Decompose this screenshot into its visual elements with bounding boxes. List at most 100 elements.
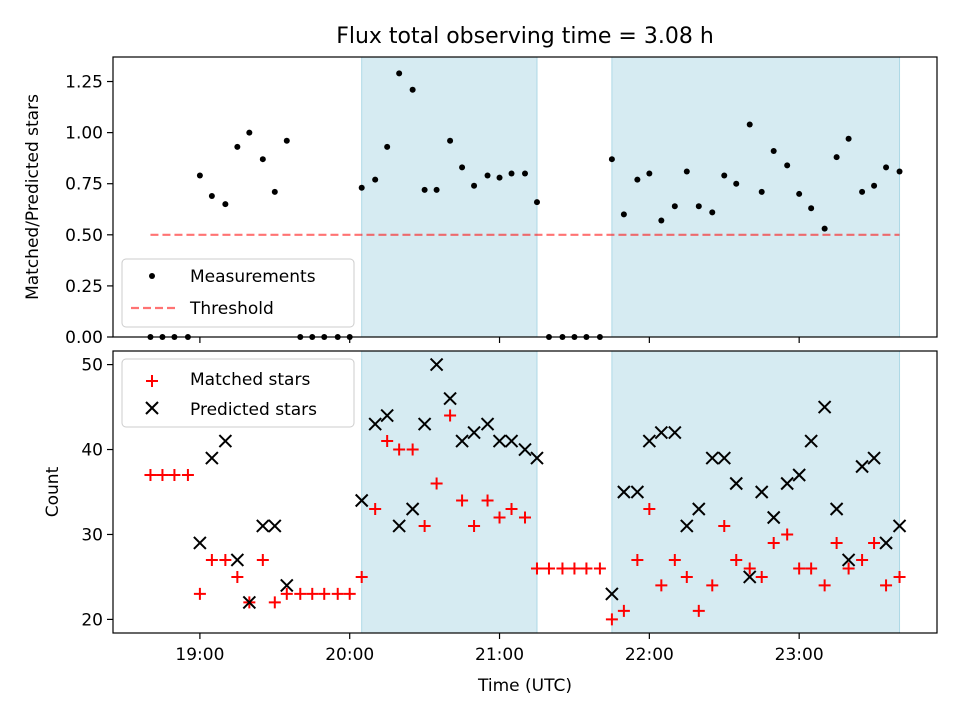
measurement-point: [784, 162, 791, 169]
top-y-tick-label: 0.50: [65, 226, 103, 246]
matched-star-point: [418, 519, 431, 532]
measurement-point: [484, 172, 491, 179]
measurement-point: [808, 205, 815, 212]
matched-star-point: [156, 469, 169, 482]
legend-threshold-label: Threshold: [189, 299, 274, 319]
predicted-star-point: [605, 587, 619, 601]
predicted-star-point: [417, 417, 432, 431]
predicted-star-point: [630, 485, 645, 499]
predicted-star-point: [368, 417, 382, 431]
matched-star-point: [444, 409, 457, 422]
predicted-star-point: [392, 519, 406, 533]
top-panel: 0.00 0.25 0.50 0.75 1.00 1.25 Matched/Predict…: [23, 56, 938, 348]
matched-star-point: [430, 477, 443, 490]
predicted-star-point: [230, 553, 245, 567]
top-y-tick-label: 1.25: [65, 73, 103, 93]
top-shaded-interval-0: [361, 56, 538, 338]
matched-star-point: [767, 536, 780, 549]
predicted-star-point: [654, 425, 669, 440]
top-x-ticks: [199, 337, 800, 343]
predicted-star-point: [268, 519, 282, 533]
predicted-star-point: [518, 442, 532, 457]
matched-star-point: [856, 553, 869, 566]
measurement-point: [522, 170, 528, 177]
bottom-shaded-intervals: [361, 350, 901, 634]
bottom-y-tick-label: 50: [81, 356, 103, 376]
bottom-x-axis-label: Time (UTC): [477, 676, 572, 696]
predicted-star-point: [193, 536, 207, 550]
matched-star-point: [580, 562, 593, 575]
matched-star-point: [181, 469, 194, 482]
measurement-point: [646, 170, 653, 177]
matched-star-point: [343, 587, 356, 600]
matched-star-point: [818, 579, 831, 592]
matched-star-point: [231, 570, 244, 583]
matched-star-point: [481, 494, 494, 507]
predicted-star-point: [480, 417, 495, 431]
bottom-y-tick-label: 20: [81, 610, 103, 630]
predicted-star-point: [455, 434, 469, 448]
top-y-tick-label: 1.00: [65, 124, 103, 144]
matched-star-point: [706, 579, 719, 592]
matched-star-point: [793, 562, 806, 575]
legend-measurements-label: Measurements: [190, 267, 316, 287]
predicted-star-point: [792, 468, 806, 482]
predicted-star-point: [855, 459, 869, 474]
predicted-star-point: [492, 434, 507, 448]
predicted-star-point: [405, 502, 420, 516]
predicted-star-point: [766, 510, 781, 525]
predicted-star-point: [617, 485, 631, 499]
matched-star-point: [381, 435, 394, 448]
measurement-point: [883, 164, 890, 171]
bottom-shaded-interval-1: [611, 350, 901, 634]
top-y-tick-label: 0.25: [65, 277, 103, 297]
predicted-star-point: [530, 451, 544, 465]
matched-star-point: [755, 570, 768, 583]
matched-star-point: [219, 553, 232, 566]
top-axes-frame: [112, 56, 938, 338]
predicted-star-point: [841, 553, 856, 567]
predicted-star-point: [504, 434, 519, 448]
predicted-star-point: [467, 425, 481, 440]
measurement-point: [396, 70, 403, 77]
matched-star-point: [468, 519, 481, 532]
matched-star-point: [393, 443, 406, 456]
matched-star-point: [617, 604, 630, 617]
bottom-x-tick-label: 21:00: [475, 645, 524, 665]
measurement-point: [234, 143, 241, 150]
measurement-point: [447, 137, 454, 144]
matched-star-point: [493, 511, 506, 524]
legend-matched-marker: [146, 375, 158, 387]
bottom-x-tick-label: 22:00: [625, 645, 674, 665]
matched-star-point: [294, 587, 307, 600]
measurement-point: [695, 203, 702, 210]
predicted-star-point: [755, 485, 769, 499]
matched-star-point: [193, 587, 206, 600]
matched-star-point: [306, 587, 319, 600]
matched-star-point: [168, 469, 181, 482]
predicted-star-point: [680, 519, 694, 533]
top-shaded-interval-1: [611, 56, 901, 338]
measurement-point: [758, 188, 765, 195]
measurement-point: [658, 217, 665, 224]
predicted-star-point: [692, 502, 706, 516]
predicted-star-point: [380, 408, 394, 423]
predicted-star-point: [892, 519, 907, 533]
measurement-point: [496, 174, 503, 181]
measurement-point: [372, 176, 379, 183]
bottom-legend-box: [121, 358, 355, 428]
top-y-ticks: 0.00 0.25 0.50 0.75 1.00 1.25: [65, 73, 113, 348]
measurement-point: [409, 86, 416, 93]
measurement-point: [671, 203, 678, 210]
matched-star-point: [568, 562, 581, 575]
measurement-point: [433, 186, 440, 193]
matched-star-point: [668, 553, 681, 566]
measurement-point: [833, 154, 840, 161]
matched-star-point: [692, 604, 705, 617]
predicted-star-point: [218, 434, 233, 448]
measurement-point: [683, 168, 690, 175]
measurement-point: [208, 192, 215, 199]
top-shaded-intervals: [361, 56, 901, 338]
bottom-x-ticks: 19:00 20:00 21:00 22:00 23:00: [175, 633, 824, 665]
measurement-point: [733, 180, 740, 187]
